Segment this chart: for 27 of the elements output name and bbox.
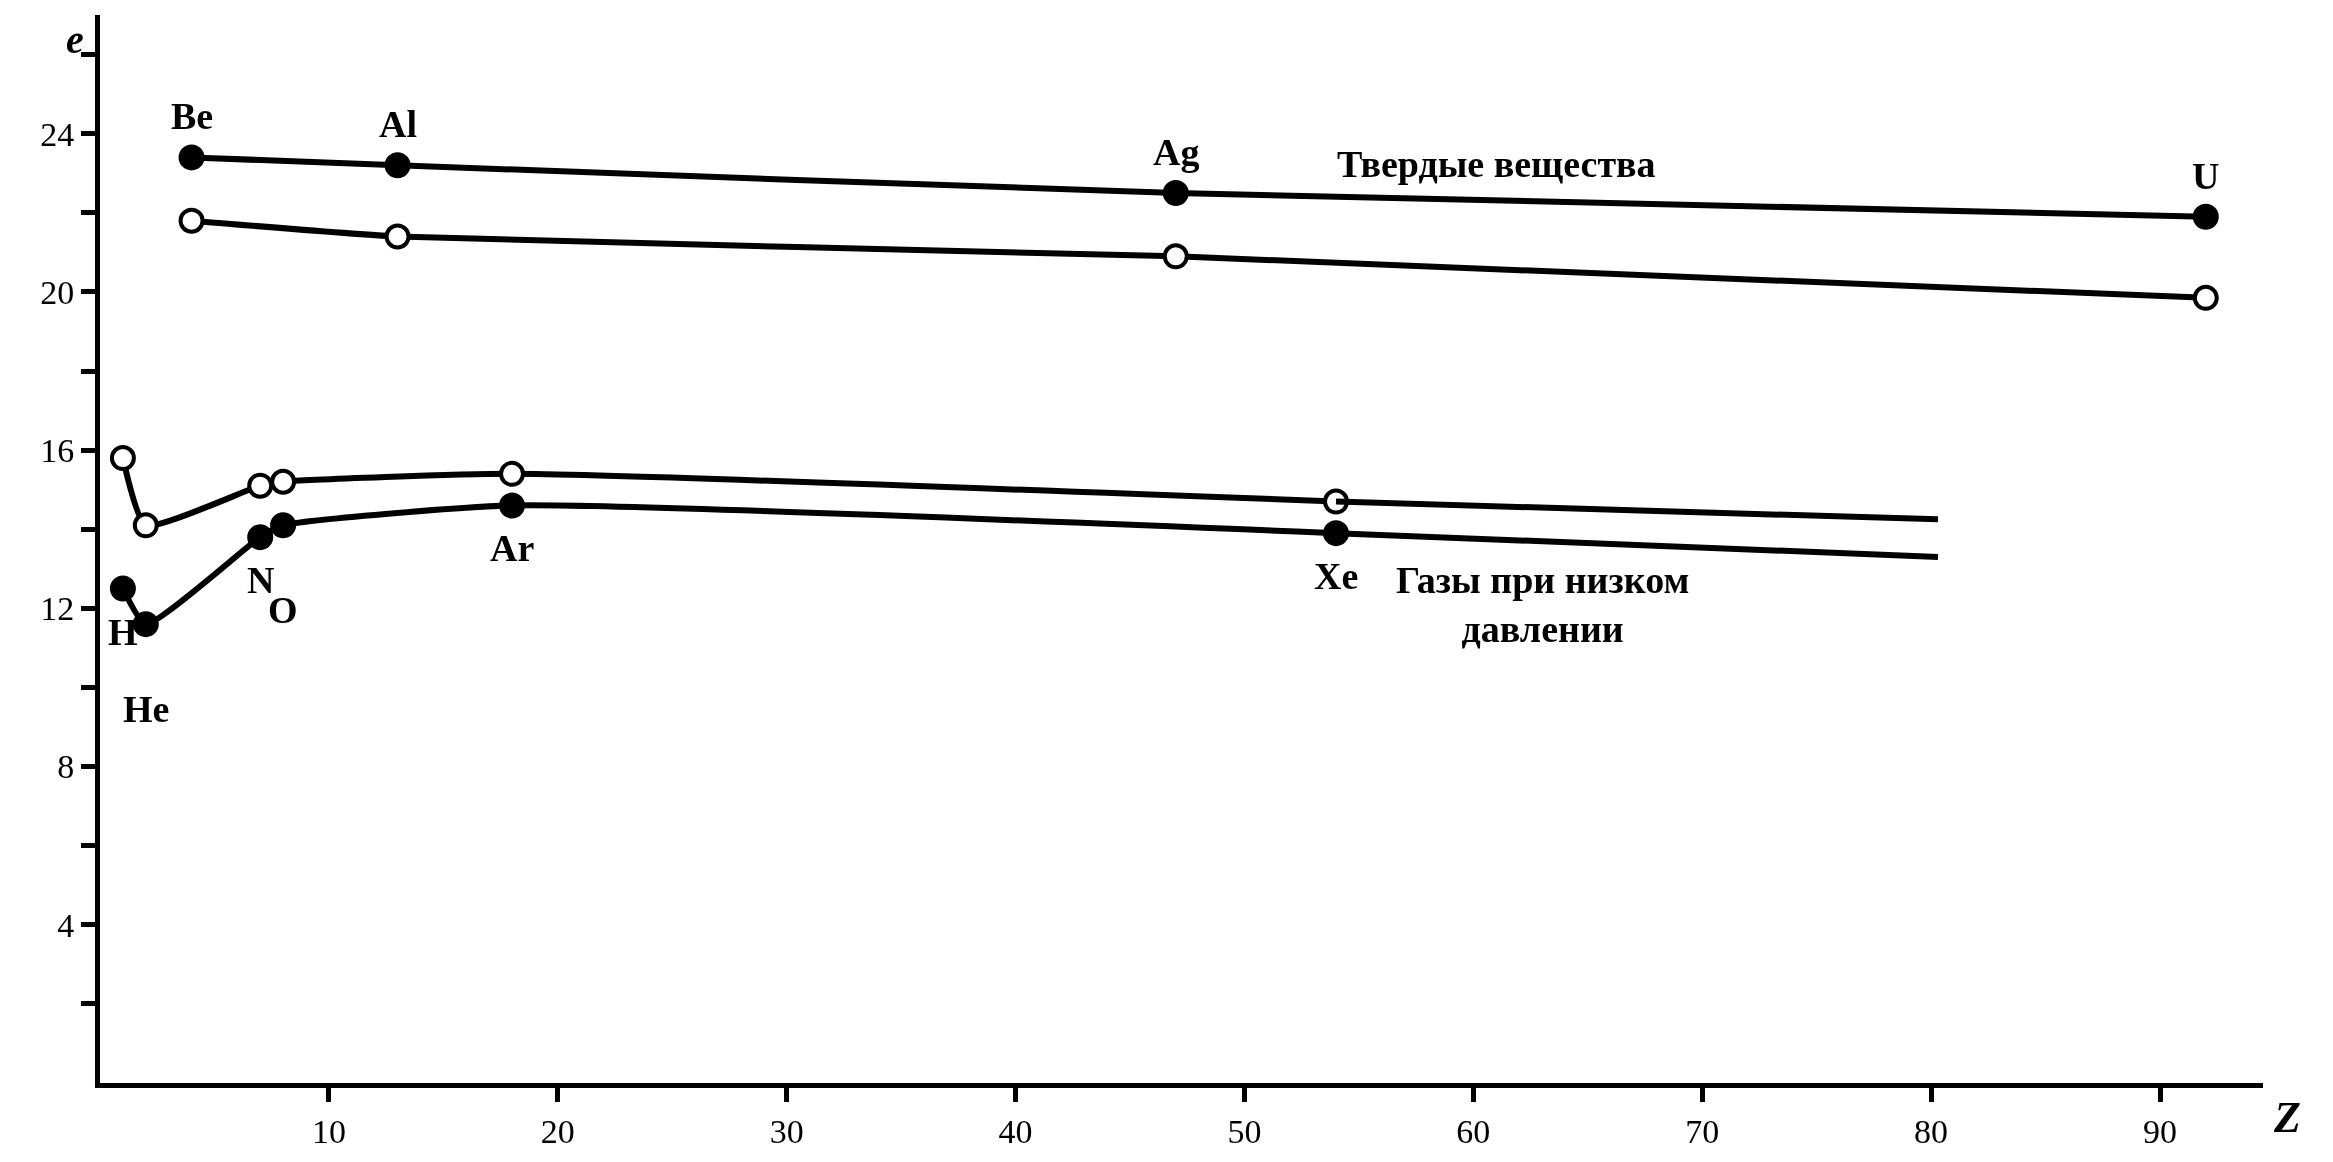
annotation: Ag	[1153, 131, 1200, 173]
annotation: Газы при низком давлении	[1396, 559, 1690, 651]
x-axis-title: Z	[2273, 1093, 2301, 1142]
x-tick-label: 30	[769, 1112, 804, 1150]
annotation: Ar	[490, 527, 535, 569]
x-tick-label: 70	[1685, 1112, 1720, 1150]
x-tick-label: 40	[998, 1112, 1033, 1150]
y-tick-label: 20	[40, 273, 75, 311]
y-tick-label: 12	[40, 590, 75, 628]
x-tick-label: 60	[1456, 1112, 1491, 1150]
x-tick-label: 90	[2143, 1112, 2177, 1150]
y-tick-label: 24	[40, 115, 75, 153]
annotation: Xe	[1314, 555, 1359, 597]
y-tick-label: 8	[57, 748, 75, 786]
y-tick-label: 16	[40, 432, 75, 470]
x-tick-label: 50	[1227, 1112, 1262, 1150]
annotation: H	[108, 611, 138, 653]
x-tick-label: 20	[540, 1112, 575, 1150]
y-axis-title: e	[66, 17, 84, 62]
annotation: Be	[171, 95, 214, 137]
annotation: U	[2192, 155, 2220, 197]
annotation: He	[123, 688, 170, 730]
annotation: Твердые вещества	[1337, 143, 1656, 185]
x-tick-label: 80	[1914, 1112, 1949, 1150]
y-tick-label: 4	[57, 906, 75, 944]
x-tick-label: 10	[311, 1112, 346, 1150]
annotation: Al	[379, 103, 417, 145]
